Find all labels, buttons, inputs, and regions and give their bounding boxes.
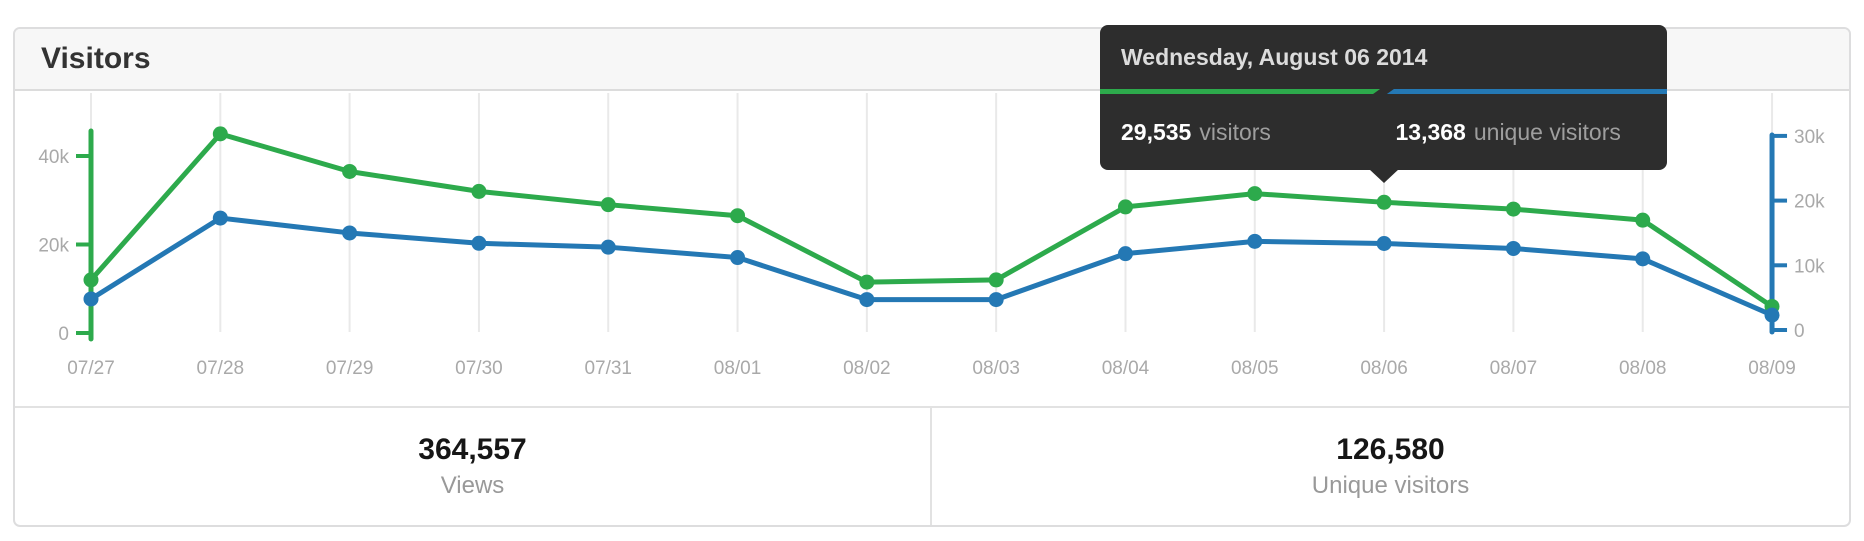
x-axis-label: 08/02 — [843, 358, 891, 379]
unique-visitors-point[interactable] — [1247, 233, 1263, 249]
unique-visitors-point[interactable] — [730, 250, 746, 266]
visitors-line — [88, 131, 1775, 309]
unique-visitors-point[interactable] — [1376, 236, 1392, 252]
x-axis-label: 07/30 — [455, 358, 503, 379]
right-axis-tick-label: 0 — [1794, 321, 1805, 342]
unique-visitors-point[interactable] — [1764, 307, 1780, 323]
tooltip-unique-value: 13,368 — [1395, 118, 1466, 145]
x-axis-label: 08/01 — [714, 358, 762, 379]
left-axis-tick-label: 20k — [38, 236, 69, 257]
x-axis-label: 08/09 — [1748, 358, 1796, 379]
visitors-point[interactable] — [600, 197, 616, 213]
tooltip-series-underlines — [1100, 89, 1667, 94]
visitors-point[interactable] — [988, 272, 1004, 288]
visitors-point[interactable] — [859, 274, 875, 290]
x-axis-label: 07/29 — [326, 358, 374, 379]
unique-visitors-point[interactable] — [859, 292, 875, 308]
unique-visitors-point[interactable] — [342, 225, 358, 241]
x-axis-label: 08/05 — [1231, 358, 1279, 379]
x-axis-label: 08/08 — [1619, 358, 1667, 379]
tooltip-visitors: 29,535 visitors — [1100, 119, 1384, 146]
unique-visitors-point[interactable] — [1635, 251, 1651, 267]
unique-visitors-point[interactable] — [600, 239, 616, 255]
right-axis-tick-label: 20k — [1794, 192, 1825, 213]
visitors-point[interactable] — [342, 163, 358, 179]
tooltip-unique-visitors: 13,368 unique visitors — [1384, 119, 1668, 146]
unique-visitors-total: 126,580 — [1336, 432, 1445, 466]
views-stat: 364,557 Views — [15, 408, 932, 525]
tooltip-visitors-label: visitors — [1199, 118, 1271, 145]
right-axis-tick-label: 30k — [1794, 127, 1825, 148]
visitors-point[interactable] — [1247, 186, 1263, 202]
x-axis-label: 08/07 — [1490, 358, 1538, 379]
unique-visitors-line — [88, 215, 1775, 318]
visitors-point[interactable] — [1635, 212, 1651, 228]
unique-visitors-underline — [1386, 89, 1667, 94]
unique-visitors-point[interactable] — [83, 291, 99, 307]
x-axis-label: 08/04 — [1102, 358, 1150, 379]
unique-visitors-point[interactable] — [1505, 240, 1521, 256]
visitors-underline — [1100, 89, 1380, 94]
unique-visitors-label: Unique visitors — [1311, 471, 1470, 499]
unique-visitors-stat: 126,580 Unique visitors — [932, 408, 1849, 525]
unique-visitors-point[interactable] — [1117, 246, 1133, 262]
visitors-point[interactable] — [471, 183, 487, 199]
summary-stats: 364,557 Views 126,580 Unique visitors — [15, 406, 1849, 525]
visitors-point[interactable] — [730, 208, 746, 224]
unique-visitors-point[interactable] — [212, 210, 228, 226]
tooltip-visitors-value: 29,535 — [1121, 118, 1192, 145]
views-label: Views — [440, 471, 505, 499]
views-total: 364,557 — [418, 432, 527, 466]
x-axis-label: 07/28 — [197, 358, 245, 379]
chart-tooltip: Wednesday, August 06 2014 29,535 visitors… — [1100, 25, 1667, 183]
x-axis-label: 08/06 — [1360, 358, 1408, 379]
x-axis-label: 08/03 — [972, 358, 1020, 379]
right-axis-tick-label: 10k — [1794, 256, 1825, 277]
page-title: Visitors — [41, 42, 151, 75]
unique-visitors-point[interactable] — [471, 235, 487, 251]
left-axis-tick-label: 0 — [58, 324, 69, 345]
visitors-point[interactable] — [83, 272, 99, 288]
visitors-point[interactable] — [1376, 194, 1392, 210]
tooltip-values: 29,535 visitors 13,368 unique visitors — [1100, 94, 1667, 170]
tooltip-caret — [1369, 169, 1399, 183]
visitors-point[interactable] — [1117, 199, 1133, 215]
x-axis-label: 07/27 — [67, 358, 115, 379]
tooltip-unique-label: unique visitors — [1473, 118, 1621, 145]
visitors-point[interactable] — [212, 126, 228, 142]
x-axis-label: 07/31 — [584, 358, 632, 379]
tooltip-date: Wednesday, August 06 2014 — [1121, 43, 1428, 70]
left-axis-tick-label: 40k — [38, 147, 69, 168]
unique-visitors-point[interactable] — [988, 292, 1004, 308]
visitors-point[interactable] — [1505, 201, 1521, 217]
